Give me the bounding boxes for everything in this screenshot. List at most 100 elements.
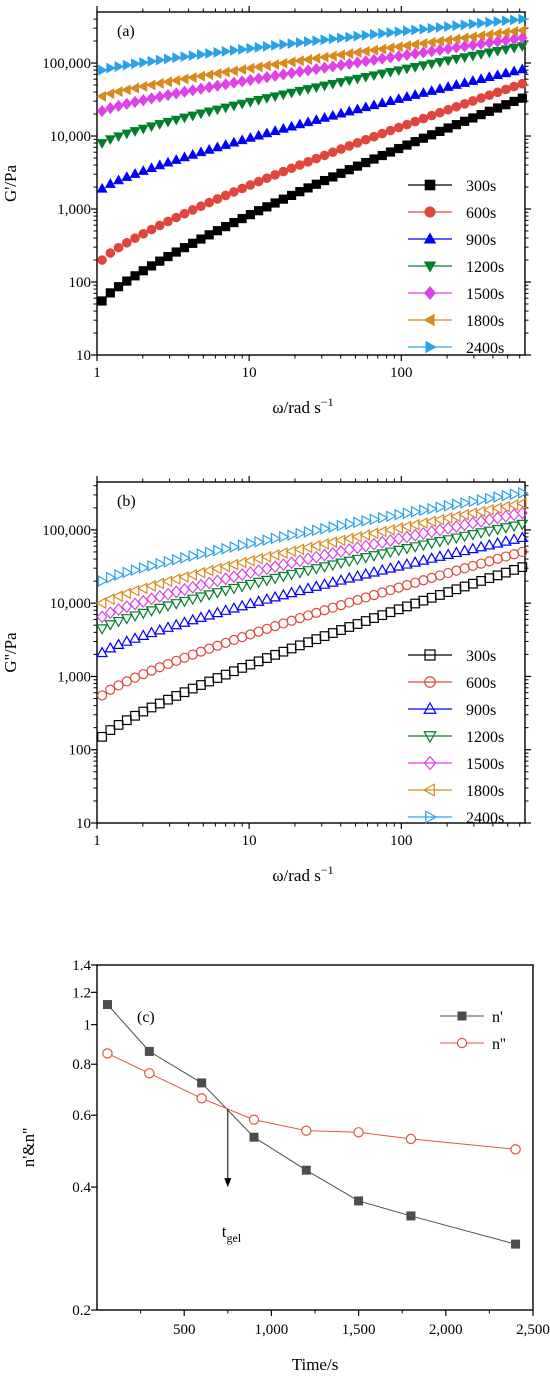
data-point — [121, 171, 133, 181]
data-point — [359, 553, 372, 564]
data-point — [458, 544, 471, 556]
data-point — [219, 560, 230, 573]
data-point — [417, 87, 429, 97]
data-point — [113, 132, 125, 143]
data-point — [244, 62, 255, 74]
data-point — [270, 170, 280, 180]
data-point — [467, 31, 477, 43]
data-point — [426, 45, 437, 58]
data-point — [369, 613, 379, 623]
data-point — [491, 502, 502, 515]
panel-label: (b) — [117, 493, 136, 510]
data-point — [499, 500, 511, 513]
data-point — [179, 208, 190, 219]
data-point — [360, 73, 372, 83]
data-point — [442, 548, 455, 559]
data-point — [425, 538, 438, 550]
data-point — [260, 550, 272, 563]
data-point — [459, 53, 471, 64]
data-point — [130, 564, 142, 577]
data-point — [320, 522, 331, 535]
y-tick-label: 100,000 — [42, 523, 91, 539]
data-point — [146, 92, 157, 105]
data-point — [327, 109, 339, 120]
data-point — [384, 547, 397, 559]
data-point — [120, 635, 133, 646]
data-point — [129, 632, 142, 643]
data-point — [114, 61, 125, 72]
data-point — [368, 44, 378, 56]
data-point — [270, 649, 281, 660]
data-point — [335, 558, 348, 570]
data-point — [385, 95, 396, 105]
data-point — [145, 606, 158, 617]
data-point — [501, 100, 511, 110]
x-tick-label: 2,000 — [429, 1322, 463, 1338]
data-point — [312, 35, 323, 47]
data-point — [467, 516, 479, 530]
legend-item-1200s: 1200s — [408, 729, 504, 746]
plot-frame — [96, 481, 526, 824]
legend-item-1800s: 1800s — [408, 783, 504, 800]
data-point — [360, 101, 372, 112]
data-point — [318, 537, 329, 550]
data-point — [392, 545, 405, 557]
data-point — [295, 187, 305, 197]
data-point — [434, 35, 444, 47]
series-600s — [97, 78, 528, 265]
data-point — [269, 573, 282, 585]
data-point — [516, 531, 529, 543]
data-point — [155, 54, 166, 66]
data-point — [475, 540, 488, 552]
y-tick-label: 1,000 — [57, 202, 91, 218]
data-point — [516, 506, 528, 520]
data-point — [261, 127, 273, 138]
data-point — [318, 51, 329, 63]
legend-label: 600s — [466, 675, 496, 692]
data-point — [393, 66, 405, 77]
data-point — [508, 33, 520, 46]
data-point — [245, 180, 256, 190]
data-point — [377, 610, 388, 621]
data-point — [310, 564, 323, 575]
data-point — [302, 116, 314, 127]
y-tick-label: 10,000 — [50, 596, 91, 612]
data-point — [468, 96, 478, 106]
data-point — [466, 530, 479, 541]
data-point — [433, 536, 446, 548]
data-point — [434, 83, 446, 93]
data-point — [246, 42, 257, 54]
data-point — [460, 116, 470, 126]
data-point — [122, 566, 134, 579]
data-point — [252, 595, 265, 606]
legend-item-900s: 900s — [408, 701, 496, 719]
data-point — [499, 535, 512, 546]
data-point — [393, 93, 405, 103]
data-point — [286, 643, 297, 654]
data-point — [459, 518, 471, 532]
data-point — [261, 562, 273, 576]
data-point — [252, 577, 265, 589]
data-point — [254, 41, 265, 53]
data-point — [203, 107, 215, 118]
data-point — [409, 63, 421, 73]
data-point — [353, 1127, 364, 1138]
data-point — [129, 611, 142, 622]
data-point — [295, 160, 305, 170]
data-point — [427, 130, 437, 140]
data-point — [509, 96, 519, 107]
data-point — [343, 543, 355, 557]
data-point — [435, 21, 446, 33]
data-point — [476, 576, 487, 586]
data-point — [410, 116, 421, 127]
data-point — [262, 40, 273, 52]
data-point — [501, 84, 511, 95]
data-point — [137, 124, 149, 135]
data-point — [219, 604, 232, 615]
legend-label: 1800s — [466, 313, 504, 330]
data-point — [459, 40, 470, 53]
data-point — [178, 616, 191, 627]
data-point — [285, 586, 298, 598]
data-point — [441, 512, 453, 525]
x-axis-label: ω/rad s−1 — [272, 863, 333, 885]
